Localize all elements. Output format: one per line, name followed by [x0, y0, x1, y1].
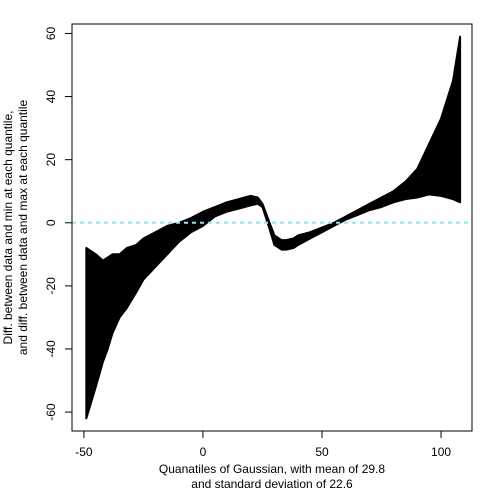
y-tick-label: -20	[44, 277, 58, 295]
y-tick-label: -60	[44, 403, 58, 421]
y-tick-label: 40	[44, 90, 58, 104]
y-axis-title-line-1: Diff. between data and min at each quant…	[1, 111, 15, 345]
x-tick-label: 50	[315, 445, 329, 459]
x-tick-label: 0	[200, 445, 207, 459]
y-tick-label: 0	[44, 219, 58, 226]
y-tick-label: 60	[44, 26, 58, 40]
x-axis-title-line-2: and standard deviation of 22.6	[191, 477, 353, 491]
y-tick-label: 20	[44, 153, 58, 167]
y-tick-label: -40	[44, 340, 58, 358]
x-axis-title-line-1: Quanatiles of Gaussian, with mean of 29.…	[159, 462, 385, 476]
x-tick-label: -50	[75, 445, 93, 459]
x-tick-label: 100	[431, 445, 451, 459]
y-axis-title-line-2: and diff. between data and max at each q…	[16, 100, 30, 356]
